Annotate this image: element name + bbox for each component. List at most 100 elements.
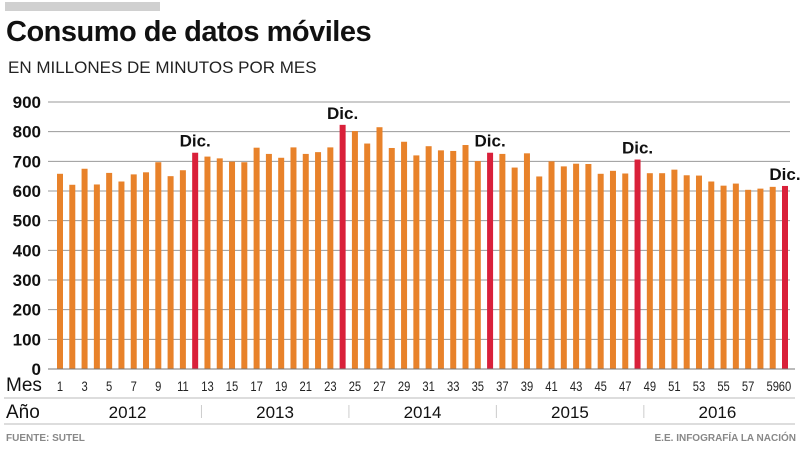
x-tick-label: 39 — [521, 379, 533, 394]
y-tick-label: 300 — [13, 271, 41, 290]
bar — [57, 173, 63, 369]
bar — [499, 153, 506, 369]
year-axis-label: Año — [6, 402, 40, 423]
y-tick-label: 100 — [13, 330, 41, 349]
bar — [401, 141, 408, 369]
decorative-bar — [5, 2, 160, 11]
bar — [585, 164, 592, 369]
bar — [327, 147, 334, 369]
bar — [179, 170, 186, 369]
x-tick-label: 3 — [81, 379, 87, 394]
year-label: 2012 — [109, 403, 147, 422]
bar — [315, 152, 322, 369]
bar — [130, 174, 137, 369]
bar — [548, 161, 555, 369]
year-label: 2014 — [404, 403, 442, 422]
bar — [241, 162, 248, 369]
bar — [364, 143, 371, 369]
bar — [671, 169, 678, 369]
x-tick-label: 53 — [693, 379, 705, 394]
x-tick-label: 25 — [349, 379, 361, 394]
x-tick-label: 19 — [275, 379, 287, 394]
y-tick-label: 0 — [32, 360, 41, 379]
bar-highlight-december — [487, 152, 494, 369]
x-tick-label: 31 — [422, 379, 434, 394]
chart-subtitle: EN MILLONES DE MINUTOS POR MES — [8, 58, 317, 77]
bar — [229, 161, 236, 369]
bar — [683, 175, 690, 369]
x-tick-label: 43 — [570, 379, 582, 394]
y-tick-label: 600 — [13, 182, 41, 201]
bar — [437, 150, 444, 369]
bar — [560, 166, 567, 369]
bar — [204, 156, 211, 369]
y-tick-label: 900 — [13, 93, 41, 112]
x-tick-label: 49 — [644, 379, 656, 394]
x-tick-label: 27 — [373, 379, 385, 394]
x-tick-label: 23 — [324, 379, 336, 394]
year-label: 2016 — [699, 403, 737, 422]
bar-highlight-december — [634, 159, 641, 369]
bar — [622, 173, 629, 369]
bar — [93, 184, 100, 369]
year-label: 2015 — [551, 403, 589, 422]
x-tick-label: 37 — [496, 379, 508, 394]
x-tick-label: 15 — [226, 379, 238, 394]
bar — [155, 162, 162, 369]
x-tick-label: 47 — [619, 379, 631, 394]
bar — [745, 189, 752, 369]
x-tick-label: 35 — [472, 379, 484, 394]
source-note: FUENTE: SUTEL — [6, 433, 85, 444]
bar — [253, 147, 260, 369]
y-tick-label: 500 — [13, 212, 41, 231]
bar — [118, 181, 125, 369]
year-label: 2013 — [256, 403, 294, 422]
x-axis-label: Mes — [6, 375, 42, 396]
y-tick-label: 800 — [13, 123, 41, 142]
bar — [167, 176, 174, 369]
x-tick-label: 29 — [398, 379, 410, 394]
x-tick-label: 21 — [300, 379, 312, 394]
bar — [720, 185, 727, 369]
bar — [413, 155, 420, 369]
x-tick-label: 11 — [177, 379, 189, 394]
y-tick-label: 400 — [13, 241, 41, 260]
bar — [450, 150, 457, 369]
bar — [351, 131, 358, 369]
x-tick-label: 9 — [155, 379, 161, 394]
x-tick-label: 5 — [106, 379, 112, 394]
y-tick-label: 200 — [13, 301, 41, 320]
y-tick-label: 700 — [13, 152, 41, 171]
bar — [708, 181, 715, 369]
bar — [597, 173, 604, 369]
bar — [216, 158, 223, 369]
bar — [143, 172, 150, 369]
chart-title: Consumo de datos móviles — [6, 16, 372, 48]
x-tick-label: 51 — [668, 379, 680, 394]
bar — [659, 173, 666, 369]
credit-note: E.E. INFOGRAFÍA LA NACIÓN — [654, 433, 796, 444]
bar — [511, 167, 518, 369]
bar — [425, 146, 432, 369]
bar — [474, 161, 481, 369]
bar-highlight-december — [339, 124, 346, 370]
bar — [695, 175, 702, 369]
bar-highlight-december — [782, 185, 788, 369]
x-tick-label: 33 — [447, 379, 459, 394]
bar — [536, 176, 543, 369]
december-annotation: Dic. — [622, 139, 653, 158]
x-tick-label: 59 — [766, 379, 778, 394]
bar — [462, 145, 469, 369]
bar — [81, 168, 88, 369]
x-tick-label: 57 — [742, 379, 754, 394]
bar — [609, 170, 616, 369]
bar — [523, 153, 530, 369]
x-tick-label: 13 — [201, 379, 213, 394]
x-tick-label: 41 — [545, 379, 557, 394]
bar — [376, 127, 383, 369]
x-tick-label: 45 — [594, 379, 606, 394]
december-annotation: Dic. — [327, 104, 358, 123]
x-tick-label: 60 — [779, 379, 791, 394]
